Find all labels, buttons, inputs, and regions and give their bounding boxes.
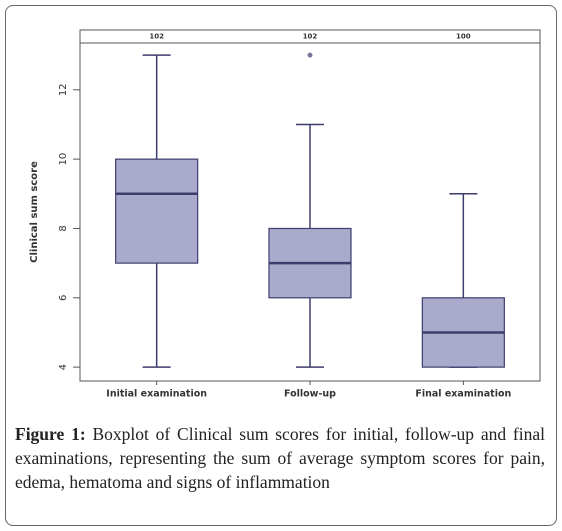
count-label: 102 (303, 33, 318, 41)
figure-frame (5, 5, 557, 526)
outlier (307, 52, 313, 58)
x-tick-label: Follow-up (284, 389, 336, 400)
y-axis-label: Clinical sum score (29, 161, 40, 263)
x-tick-label: Final examination (415, 389, 511, 400)
chart: Clinical sum score 4 6 8 10 12 Initial examin… (29, 29, 541, 400)
caption-label: Figure 1: (15, 424, 86, 444)
box (115, 158, 199, 264)
caption: Figure 1: Boxplot of Clinical sum scores… (15, 422, 545, 494)
x-tick-label: Initial examination (106, 389, 207, 400)
y-tick-label: 6 (58, 295, 69, 301)
caption-text: Boxplot of Clinical sum scores for initi… (15, 424, 545, 492)
count-label: 102 (149, 33, 164, 41)
y-tick-label: 12 (58, 83, 69, 96)
y-tick-label: 8 (58, 225, 69, 231)
count-label: 100 (456, 33, 471, 41)
y-tick-label: 10 (58, 153, 69, 166)
y-tick-label: 4 (58, 364, 69, 370)
